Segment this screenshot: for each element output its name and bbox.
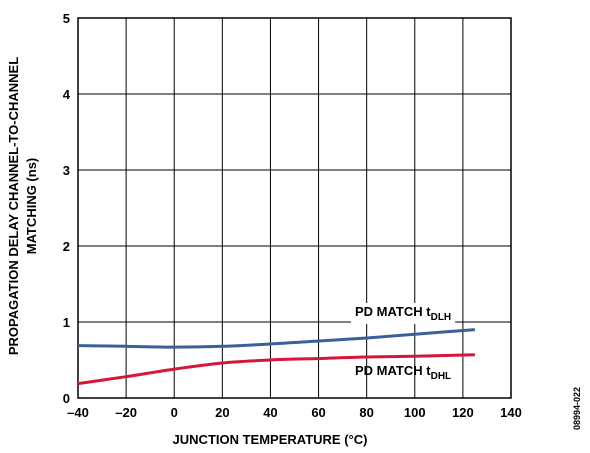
plot-frame [77,17,512,399]
tick-labels: –40 –20 0 20 40 60 80 100 120 140 0 1 2 3 4 5 [63,11,522,420]
figure-id: 08994-022 [572,387,582,430]
y-tick-label: 0 [63,391,70,406]
y-tick-label: 3 [63,163,70,178]
series-layer [77,328,476,386]
y-tick-label: 1 [63,315,70,330]
y-tick-label: 2 [63,239,70,254]
x-tick-label: 100 [404,405,426,420]
grid [78,18,511,398]
series-label-dlh: PD MATCH tDLH [355,304,451,323]
x-axis-label: JUNCTION TEMPERATURE (°C) [173,432,368,447]
series-line-dlh [77,328,476,349]
y-tick-label: 4 [63,87,71,102]
x-tick-label: 20 [215,405,229,420]
x-tick-label: 140 [500,405,522,420]
x-tick-label: –20 [115,405,137,420]
x-tick-label: –40 [67,405,89,420]
x-tick-label: 80 [359,405,373,420]
series-line-dhl [77,353,475,386]
y-axis-label-line1: PROPAGATION DELAY CHANNEL-TO-CHANNEL [6,57,21,355]
x-tick-label: 0 [171,405,178,420]
y-axis-label-line2: MATCHING (ns) [24,158,39,255]
x-tick-label: 40 [263,405,277,420]
x-tick-label: 120 [452,405,474,420]
series-label-background [351,302,456,324]
y-tick-label: 5 [63,11,70,26]
series-label-dhl: PD MATCH tDHL [355,363,451,382]
x-tick-label: 60 [311,405,325,420]
